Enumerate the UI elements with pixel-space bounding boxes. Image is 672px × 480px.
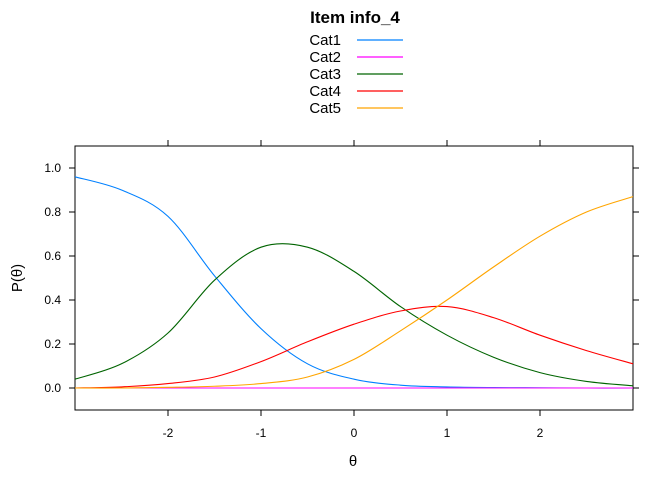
- x-tick-label: -2: [163, 426, 174, 440]
- x-axis-label: θ: [349, 453, 357, 470]
- y-tick-label: 1.0: [44, 161, 61, 175]
- y-tick-label: 0.2: [44, 337, 61, 351]
- series-line-cat4: [74, 305, 634, 389]
- legend-label-cat3: Cat3: [309, 66, 341, 83]
- series-line-cat5: [74, 196, 634, 389]
- legend-label-cat4: Cat4: [309, 83, 341, 100]
- x-tick-label: 2: [537, 426, 544, 440]
- y-tick-label: 0.4: [44, 293, 61, 307]
- plot-frame: [74, 145, 634, 411]
- x-tick-label: -1: [256, 426, 267, 440]
- y-tick-label: 0.6: [44, 249, 61, 263]
- x-tick-label: 1: [444, 426, 451, 440]
- legend-label-cat2: Cat2: [309, 49, 341, 66]
- legend-label-cat5: Cat5: [309, 100, 341, 117]
- series-line-cat1: [74, 176, 634, 389]
- series-layer: [74, 176, 634, 389]
- y-tick-label: 0.8: [44, 205, 61, 219]
- legend-label-cat1: Cat1: [309, 32, 341, 49]
- x-tick-label: 0: [351, 426, 358, 440]
- axes: -2 -1 0 1 2 0.0 0.2 0.4 0.6 0.8 1.0: [44, 140, 639, 440]
- chart-title: Item info_4: [310, 8, 400, 27]
- y-axis-label: P(θ): [9, 264, 26, 292]
- series-line-cat3: [74, 243, 634, 387]
- y-tick-label: 0.0: [44, 381, 61, 395]
